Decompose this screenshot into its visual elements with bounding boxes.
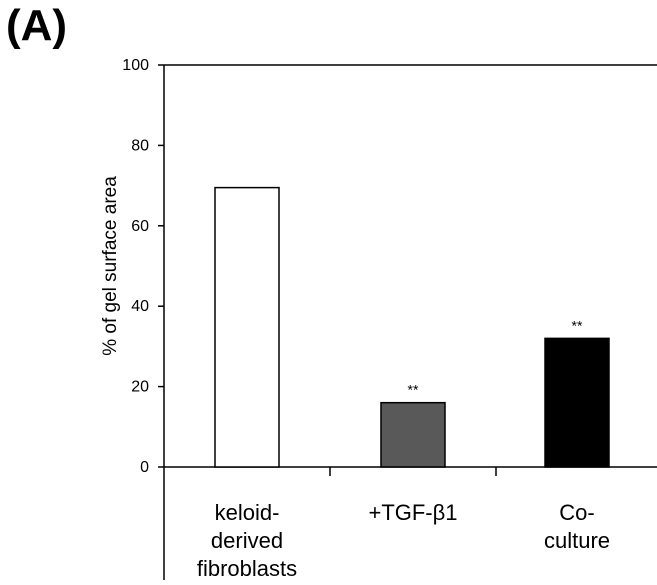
bar [214,186,280,468]
panel-label: (A) [6,1,68,50]
category-label: keloid-derived fibroblasts [197,500,297,581]
chart-labels: ** ** keloid-derived fibroblasts +TGF-β1 Co-c… [197,317,610,581]
y-tick-label: 40 [131,298,149,315]
significance-label: ** [572,317,583,333]
significance-label: ** [408,382,419,398]
y-tick-label: 80 [131,137,149,154]
y-tick-label: 100 [122,57,149,74]
y-tick-label: 20 [131,379,149,396]
y-tick-label: 60 [131,218,149,235]
chart-bars [214,186,610,468]
category-label: +TGF-β1 [368,500,457,525]
y-axis-label: % of gel surface area [100,176,121,356]
y-tick-label: 0 [140,459,149,476]
category-label: Co-culture [544,500,610,553]
bar [380,401,446,468]
bar [544,337,610,468]
